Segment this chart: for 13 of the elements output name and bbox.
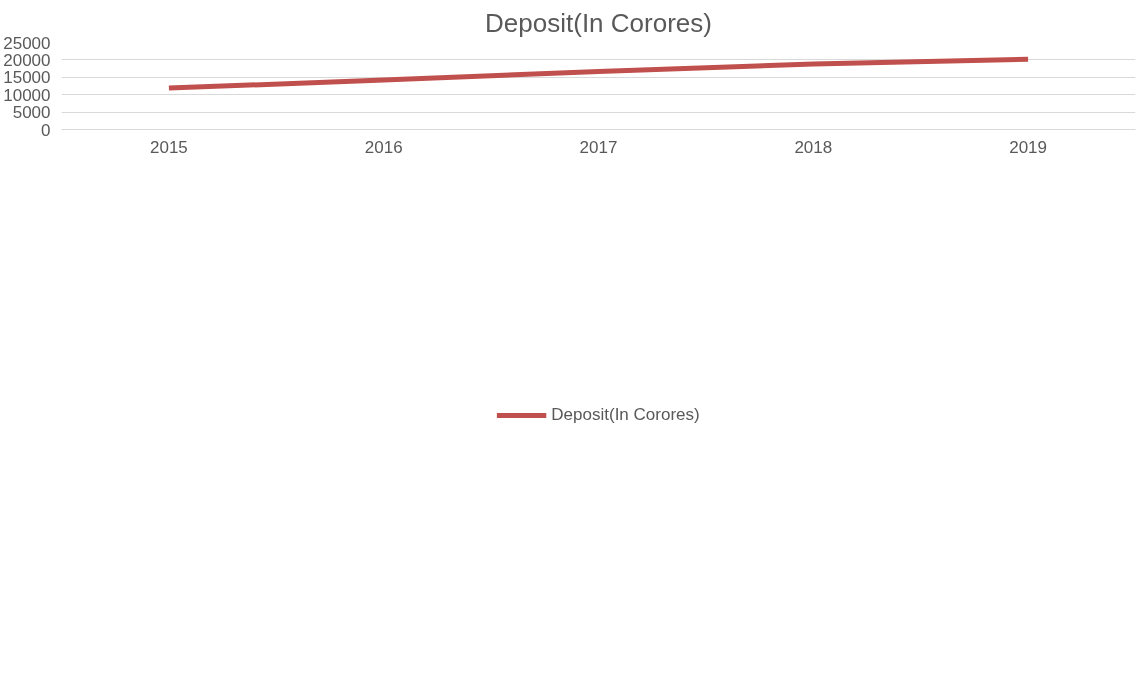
x-tick-label: 2016 [364,137,403,157]
y-tick-label: 20000 [3,50,51,70]
x-tick-label: 2019 [1009,137,1048,157]
x-tick-label: 2015 [149,137,188,157]
chart-title: Deposit(In Corores) [485,7,712,38]
y-tick-label: 15000 [3,68,51,88]
x-tick-label: 2017 [579,137,618,157]
y-tick-label: 0 [41,120,51,140]
y-tick-label: 25000 [3,33,51,53]
y-tick-label: 5000 [12,103,51,123]
legend-label: Deposit(In Corores) [551,405,700,425]
x-tick-label: 2018 [794,137,833,157]
y-tick-label: 10000 [3,85,51,105]
